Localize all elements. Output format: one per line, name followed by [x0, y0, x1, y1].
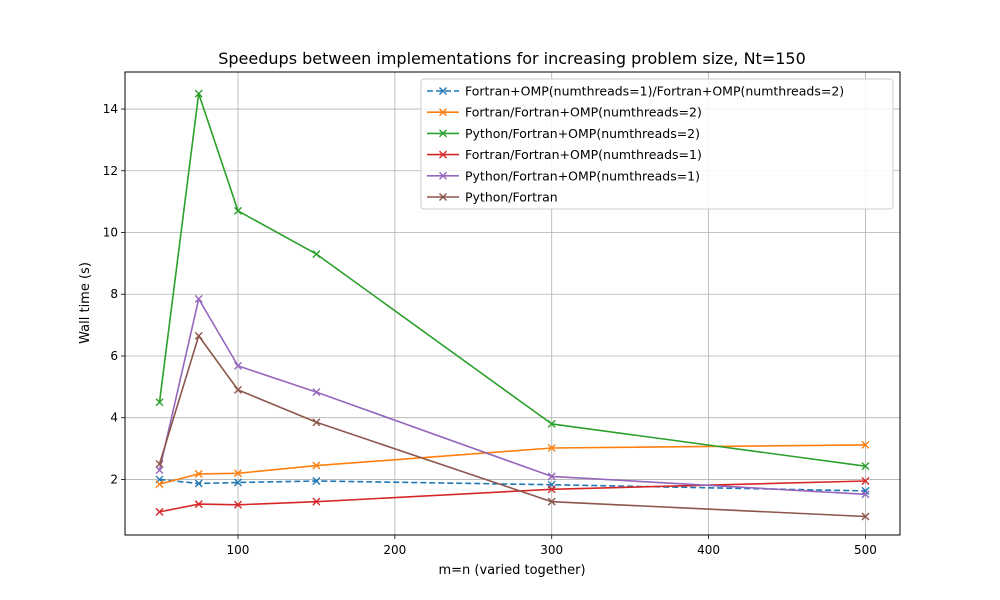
data-point-marker — [155, 460, 164, 469]
data-point-marker — [547, 443, 556, 452]
series-line — [158, 298, 866, 496]
data-point-marker — [547, 419, 556, 428]
x-tick-label: 200 — [383, 543, 406, 557]
legend-label: Python/Fortran+OMP(numthreads=1) — [465, 168, 700, 183]
data-point-marker — [312, 461, 321, 470]
series-6 — [155, 331, 870, 521]
data-point-marker — [194, 469, 203, 478]
data-point-marker — [194, 331, 203, 340]
chart-title: Speedups between implementations for inc… — [218, 49, 806, 68]
x-tick-label: 300 — [540, 543, 563, 557]
data-point-marker — [312, 476, 321, 485]
data-point-marker — [233, 361, 242, 370]
legend-label: Fortran/Fortran+OMP(numthreads=2) — [465, 105, 702, 120]
data-point-marker — [861, 486, 870, 495]
data-point-marker — [861, 512, 870, 521]
legend-label: Python/Fortran+OMP(numthreads=2) — [465, 126, 700, 141]
data-point-marker — [233, 478, 242, 487]
data-point-marker — [312, 418, 321, 427]
legend-marker — [439, 87, 447, 95]
data-point-marker — [194, 500, 203, 509]
data-point-marker — [547, 485, 556, 494]
data-point-marker — [233, 500, 242, 509]
series-1 — [155, 475, 870, 495]
y-tick-label: 14 — [103, 102, 118, 116]
y-tick-label: 12 — [103, 164, 118, 178]
series-3 — [155, 89, 870, 471]
data-point-marker — [312, 497, 321, 506]
series-5 — [155, 294, 870, 499]
legend-marker — [439, 129, 447, 138]
series-line — [159, 480, 866, 513]
x-tick-label: 100 — [227, 543, 250, 557]
axes: 100 200 300 400 500 2 4 6 8 10 12 14 — [103, 102, 877, 557]
y-tick-label: 10 — [103, 226, 118, 240]
series-4 — [155, 476, 870, 516]
legend-marker — [439, 171, 447, 180]
y-axis-label: Wall time (s) — [78, 262, 93, 344]
data-point-marker — [547, 497, 556, 506]
legend: Fortran+OMP(numthreads=1)/Fortran+OMP(nu… — [420, 78, 894, 210]
data-point-marker — [155, 398, 164, 407]
data-point-marker — [861, 490, 870, 499]
x-tick-label: 500 — [854, 543, 877, 557]
series-lines — [155, 89, 870, 521]
data-point-marker — [861, 476, 870, 485]
data-point-marker — [233, 385, 242, 394]
data-point-marker — [547, 472, 556, 481]
series-2 — [155, 440, 870, 489]
series-line — [159, 478, 866, 492]
data-point-marker — [194, 479, 203, 488]
legend-box — [420, 78, 894, 210]
data-point-marker — [861, 462, 870, 471]
y-tick-label: 6 — [110, 349, 118, 363]
y-tick-label: 8 — [110, 287, 118, 301]
legend-label: Fortran/Fortran+OMP(numthreads=1) — [465, 147, 702, 162]
series-line — [159, 444, 866, 485]
legend-marker — [439, 193, 447, 201]
data-point-marker — [233, 469, 242, 478]
data-point-marker — [155, 466, 164, 475]
legend-marker — [439, 150, 447, 159]
x-tick-label: 400 — [697, 543, 720, 557]
data-point-marker — [194, 294, 203, 303]
x-axis-label: m=n (varied together) — [438, 563, 585, 578]
y-tick-label: 4 — [110, 411, 118, 425]
data-point-marker — [861, 440, 870, 449]
series-line — [158, 92, 866, 467]
data-point-marker — [155, 480, 164, 489]
data-point-marker — [312, 388, 321, 397]
legend-label: Python/Fortran — [465, 190, 558, 205]
data-point-marker — [155, 507, 164, 516]
data-point-marker — [233, 206, 242, 215]
data-point-marker — [312, 250, 321, 259]
y-tick-label: 2 — [110, 472, 118, 486]
series-line — [158, 335, 866, 518]
legend-label: Fortran+OMP(numthreads=1)/Fortran+OMP(nu… — [465, 84, 844, 99]
data-point-marker — [194, 89, 203, 98]
legend-marker — [439, 108, 447, 117]
plot-frame — [124, 71, 901, 536]
